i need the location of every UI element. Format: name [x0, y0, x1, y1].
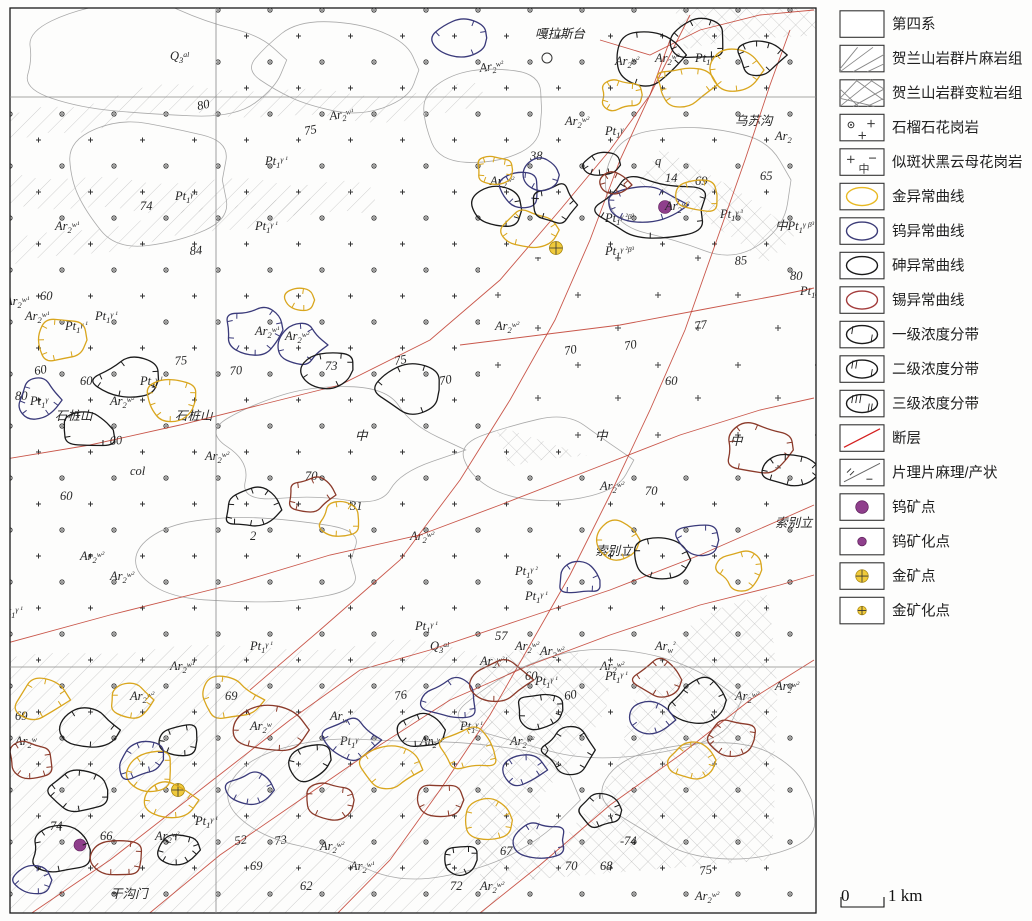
svg-text:贺兰山岩群片麻岩组: 贺兰山岩群片麻岩组: [892, 51, 1023, 68]
svg-text:三级浓度分带: 三级浓度分带: [892, 396, 979, 413]
svg-text:1 km: 1 km: [888, 886, 922, 905]
svg-text:q: q: [655, 154, 661, 168]
svg-text:中: 中: [355, 429, 369, 443]
svg-text:60: 60: [60, 489, 73, 503]
svg-text:70: 70: [565, 859, 578, 873]
svg-text:73: 73: [325, 359, 338, 373]
svg-text:金矿点: 金矿点: [892, 568, 936, 585]
svg-text:中: 中: [858, 163, 869, 176]
svg-text:57: 57: [495, 629, 508, 643]
svg-text:14: 14: [665, 171, 678, 185]
svg-text:第四系: 第四系: [892, 15, 936, 33]
svg-text:锡异常曲线: 锡异常曲线: [892, 292, 965, 309]
svg-text:金矿化点: 金矿化点: [892, 603, 950, 620]
svg-text:75: 75: [698, 862, 712, 878]
svg-text:60: 60: [80, 374, 93, 388]
svg-text:62: 62: [300, 879, 313, 893]
svg-text:一级浓度分带: 一级浓度分带: [892, 327, 979, 344]
svg-text:断层: 断层: [892, 430, 921, 447]
svg-text:2: 2: [250, 529, 256, 543]
svg-text:69: 69: [225, 689, 238, 703]
svg-text:石桩山: 石桩山: [175, 409, 214, 423]
svg-text:干沟门: 干沟门: [110, 887, 149, 901]
svg-text:0: 0: [841, 886, 850, 905]
svg-text:col: col: [130, 464, 146, 478]
svg-text:74: 74: [140, 199, 153, 213]
svg-text:65: 65: [760, 169, 773, 183]
svg-text:似斑状黑云母花岗岩: 似斑状黑云母花岗岩: [892, 154, 1023, 171]
svg-text:石榴石花岗岩: 石榴石花岗岩: [892, 120, 979, 137]
svg-text:70: 70: [229, 363, 243, 378]
svg-text:-74: -74: [620, 834, 637, 848]
svg-text:二级浓度分带: 二级浓度分带: [892, 361, 979, 378]
svg-text:索别立: 索别立: [775, 516, 814, 530]
svg-text:贺兰山岩群变粒岩组: 贺兰山岩群变粒岩组: [892, 85, 1023, 102]
svg-text:中: 中: [595, 429, 609, 443]
svg-text:钨异常曲线: 钨异常曲线: [892, 223, 965, 240]
svg-text:钨矿点: 钨矿点: [892, 499, 936, 516]
svg-text:85: 85: [734, 253, 748, 268]
svg-text:52: 52: [233, 832, 247, 848]
svg-text:60: 60: [665, 374, 678, 388]
svg-text:乌苏沟: 乌苏沟: [735, 114, 774, 128]
svg-text:75: 75: [174, 353, 188, 368]
svg-text:片理片麻理/产状: 片理片麻理/产状: [892, 465, 998, 482]
svg-text:75: 75: [303, 122, 318, 138]
svg-text:60: 60: [40, 289, 53, 303]
svg-text:金异常曲线: 金异常曲线: [892, 189, 965, 206]
svg-text:68: 68: [600, 859, 613, 873]
svg-text:Arw²: Arw²: [654, 639, 676, 655]
svg-text:钨矿化点: 钨矿化点: [892, 534, 950, 551]
svg-text:嘎拉斯台: 嘎拉斯台: [535, 27, 586, 41]
svg-text:砷异常曲线: 砷异常曲线: [892, 258, 965, 275]
svg-text:72: 72: [450, 879, 463, 893]
svg-text:69: 69: [250, 859, 263, 873]
svg-text:80: 80: [790, 269, 803, 283]
svg-text:70: 70: [305, 469, 318, 483]
svg-text:67: 67: [500, 844, 513, 858]
svg-text:84: 84: [189, 243, 203, 258]
svg-text:73: 73: [273, 832, 287, 848]
svg-text:70: 70: [645, 484, 658, 498]
svg-text:石桩山: 石桩山: [55, 409, 94, 423]
